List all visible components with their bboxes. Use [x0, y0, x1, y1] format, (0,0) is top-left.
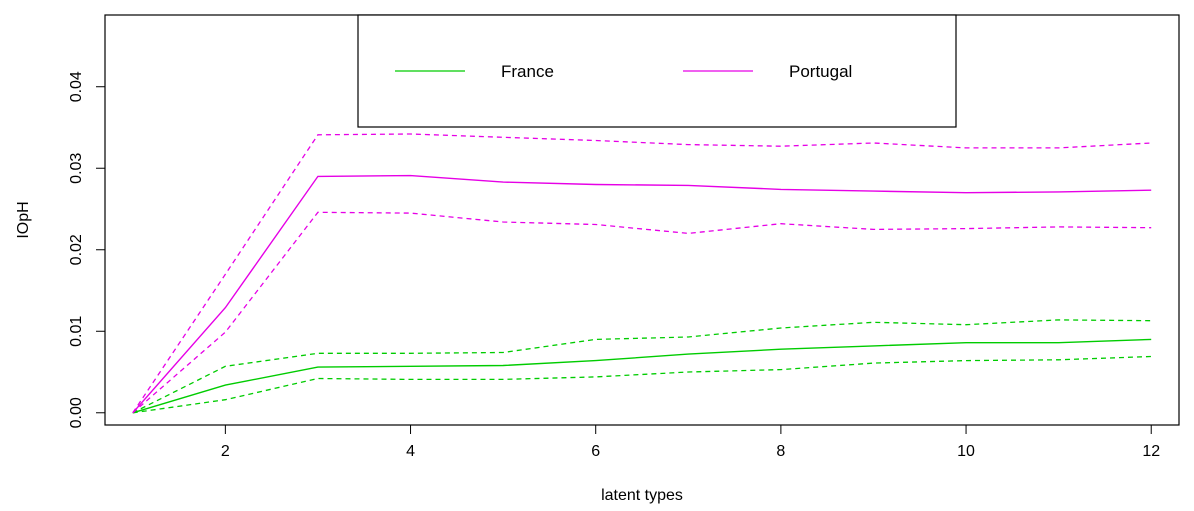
lower-bound-line-portugal	[132, 211, 1152, 414]
y-tick-label: 0.02	[68, 234, 85, 265]
x-tick-label: 12	[1142, 443, 1160, 460]
y-tick-label: 0.04	[68, 71, 85, 102]
y-tick-label: 0.00	[68, 397, 85, 428]
legend-label-france: France	[501, 62, 554, 81]
x-tick-label: 4	[406, 443, 415, 460]
x-axis-title: latent types	[601, 487, 683, 504]
axes-layer: 2 4 6 8 10 12 0.00 0.01 0.02 0.03 0.04	[68, 71, 1160, 460]
legend: France Portugal	[357, 14, 957, 128]
x-tick-label: 6	[591, 443, 600, 460]
series-line-portugal	[132, 174, 1152, 414]
x-tick-label: 10	[957, 443, 975, 460]
upper-bound-line-france	[132, 319, 1152, 414]
y-axis-title: IOpH	[15, 201, 32, 238]
y-tick-label: 0.01	[68, 316, 85, 347]
legend-label-portugal: Portugal	[789, 62, 852, 81]
upper-bound-line-portugal	[132, 133, 1152, 414]
series-layer	[132, 133, 1152, 414]
y-tick-label: 0.03	[68, 153, 85, 184]
x-tick-label: 2	[221, 443, 230, 460]
lower-bound-line-france	[132, 355, 1152, 414]
x-tick-label: 8	[776, 443, 785, 460]
series-line-france	[132, 338, 1152, 414]
